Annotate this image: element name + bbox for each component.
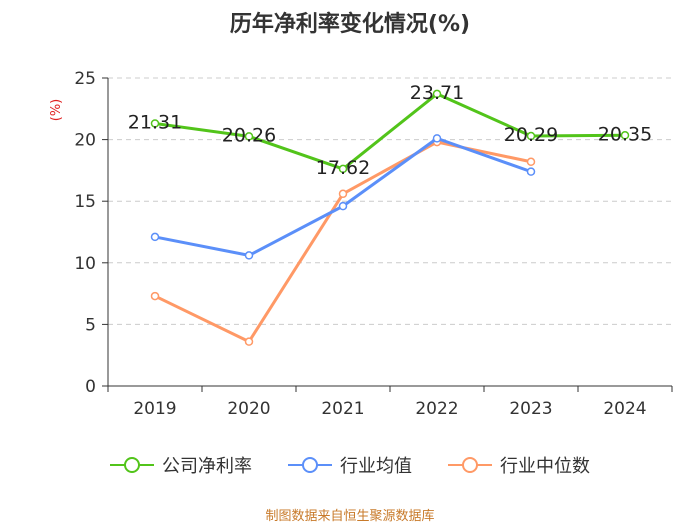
legend-item-industry-median[interactable]: 行业中位数	[448, 452, 590, 478]
source-note: 制图数据来自恒生聚源数据库	[265, 509, 435, 524]
data-label: 20.26	[222, 124, 276, 146]
data-point-industry-mean	[150, 232, 160, 242]
chart-title: 历年净利率变化情况(%)	[229, 12, 471, 37]
x-tick-label: 2023	[509, 399, 552, 419]
y-tick-label: 5	[85, 315, 96, 335]
y-tick-label: 15	[74, 192, 96, 212]
y-tick-label: 10	[74, 254, 96, 274]
data-point-company	[432, 89, 442, 99]
legend-label-industry-mean: 行业均值	[340, 456, 412, 477]
x-tick-label: 2022	[415, 399, 458, 419]
data-point-industry-mean	[526, 167, 536, 176]
series-line-company	[154, 92, 626, 171]
y-tick-label: 20	[74, 131, 96, 151]
data-label: 20.29	[504, 124, 558, 146]
x-tick-label: 2021	[321, 399, 364, 419]
y-tick-label: 25	[74, 69, 96, 89]
data-point-industry-median	[150, 291, 160, 301]
data-point-company	[526, 131, 536, 141]
legend-marker-industry-mean	[288, 456, 332, 474]
data-point-company	[338, 164, 348, 174]
y-tick-label: 0	[85, 377, 96, 397]
x-tick-label: 2020	[227, 399, 270, 419]
data-point-industry-median	[338, 189, 348, 199]
legend-label-company: 公司净利率	[162, 456, 252, 477]
data-point-industry-median	[526, 157, 536, 167]
x-tick-label: 2019	[133, 399, 176, 419]
legend-marker-company	[110, 456, 154, 474]
line-chart: 0 5 10 15 20 25 (%) 2019 2020 2021 2022 2023 2024 21.…	[49, 69, 673, 419]
data-label: 21.31	[128, 111, 182, 133]
data-label: 17.62	[316, 157, 370, 179]
y-axis-label: (%)	[49, 99, 64, 122]
data-point-industry-median	[244, 337, 254, 346]
legend-marker-industry-median	[448, 456, 492, 474]
data-point-industry-mean	[432, 134, 442, 143]
data-point-company	[150, 119, 160, 128]
data-point-industry-mean	[338, 201, 348, 211]
legend-label-industry-median: 行业中位数	[500, 456, 590, 477]
data-point-company	[620, 131, 630, 140]
data-point-industry-mean	[244, 251, 254, 260]
x-tick-label: 2024	[603, 399, 646, 419]
data-label: 23.71	[410, 82, 464, 104]
legend-item-company[interactable]: 公司净利率	[110, 452, 252, 478]
legend: 公司净利率 行业均值 行业中位数	[0, 452, 700, 478]
legend-item-industry-mean[interactable]: 行业均值	[288, 452, 412, 478]
data-point-company	[244, 132, 254, 141]
data-label: 20.35	[598, 123, 652, 145]
